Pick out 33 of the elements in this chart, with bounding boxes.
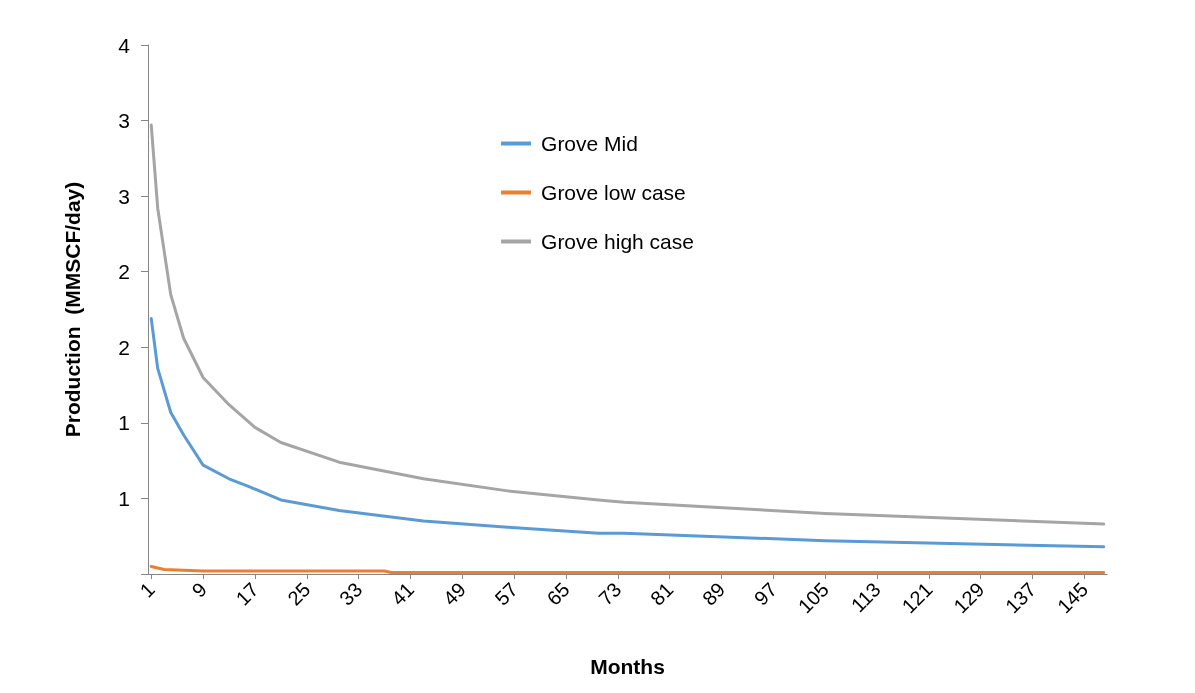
x-tick-label: 9 [187, 578, 211, 602]
x-axis-title: Months [590, 655, 665, 678]
legend-label: Grove low case [541, 181, 686, 204]
x-tick-label: 113 [846, 578, 885, 617]
x-tick-label: 33 [335, 578, 367, 610]
y-tick-label: 2 [118, 335, 130, 359]
x-tick-label: 17 [231, 578, 263, 610]
x-tick-label: 105 [793, 578, 833, 618]
legend-label: Grove Mid [541, 132, 638, 155]
x-tick-label: 137 [1001, 578, 1041, 618]
y-tick-label: 1 [118, 486, 130, 510]
x-tick-label: 121 [897, 578, 937, 618]
x-tick-label: 65 [542, 578, 574, 610]
x-tick-label: 89 [697, 578, 730, 610]
line-series [149, 123, 1106, 526]
y-axis-title: Production (MMSCF/day) [61, 181, 84, 438]
x-tick-label: 145 [1052, 578, 1093, 618]
x-tick-label: 57 [490, 578, 522, 610]
y-tick-label: 3 [118, 109, 130, 133]
x-tick-label: 129 [949, 578, 989, 618]
y-tick-label: 1 [118, 411, 130, 435]
x-tick-label: 97 [749, 578, 782, 610]
x-tick-label: 81 [646, 578, 678, 610]
y-tick-label: 4 [118, 33, 131, 57]
y-tick-label: 3 [118, 184, 130, 208]
x-tick-label: 49 [438, 578, 471, 610]
x-tick-label: 41 [386, 578, 419, 610]
x-tick-label: 73 [594, 578, 626, 610]
y-tick-label: 2 [118, 260, 130, 284]
line-series [149, 317, 1106, 549]
x-tick-label: 25 [283, 578, 315, 610]
x-tick-label: 1 [135, 578, 160, 602]
legend-label: Grove high case [541, 230, 694, 253]
